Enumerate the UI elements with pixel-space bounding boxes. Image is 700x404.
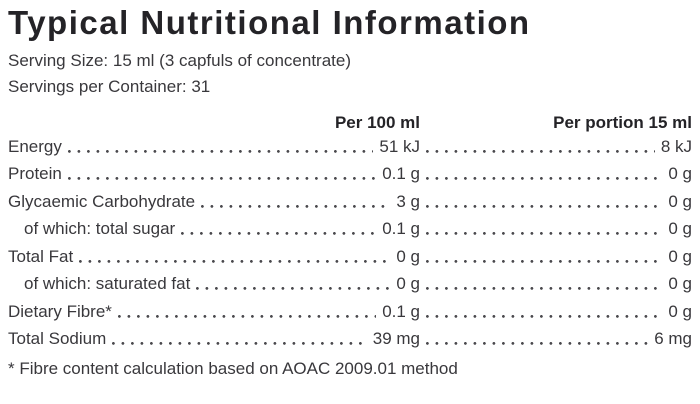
table-row: Energy 51 kJ 8 kJ	[8, 133, 692, 161]
row-right-segment: 0 g	[420, 274, 692, 294]
dot-leader	[79, 259, 391, 263]
row-value-per-100ml: 0 g	[396, 274, 420, 293]
row-value-per-portion: 0 g	[668, 164, 692, 183]
row-value-per-portion: 0 g	[668, 274, 692, 293]
row-value-per-100ml: 0.1 g	[382, 219, 420, 238]
row-value-per-100ml: 0.1 g	[382, 164, 420, 183]
row-value-per-portion: 8 kJ	[660, 136, 692, 156]
row-left-segment: Glycaemic Carbohydrate 3 g	[8, 192, 420, 212]
row-right-segment: 8 kJ	[420, 137, 692, 157]
page-title: Typical Nutritional Information	[8, 4, 531, 41]
dot-leader	[117, 314, 377, 318]
dot-leader	[426, 287, 663, 290]
row-value-per-portion: 0 g	[668, 246, 692, 266]
dot-leader	[426, 204, 663, 208]
table-row: of which: total sugar 0.1 g 0 g	[8, 216, 692, 244]
row-left-segment: Total Fat 0 g	[8, 247, 420, 267]
dot-leader	[426, 342, 649, 345]
row-label: Protein	[8, 164, 62, 183]
dot-leader	[426, 314, 663, 318]
row-right-segment: 0 g	[420, 219, 692, 239]
row-label: Energy	[8, 136, 62, 156]
row-left-segment: of which: saturated fat 0 g	[8, 274, 420, 294]
serving-size-line: Serving Size: 15 ml (3 capfuls of concen…	[8, 51, 351, 70]
dot-leader	[67, 149, 374, 153]
column-header-per-portion-15ml: Per portion 15 ml	[553, 113, 692, 132]
dot-leader	[196, 287, 391, 290]
row-left-segment: Energy 51 kJ	[8, 137, 420, 157]
row-label: Total Fat	[8, 246, 74, 266]
row-label: Dietary Fibre*	[8, 301, 112, 321]
row-value-per-100ml: 51 kJ	[379, 136, 420, 156]
row-value-per-portion: 0 g	[668, 191, 692, 211]
table-row: Total Fat 0 g 0 g	[8, 243, 692, 271]
table-row: Total Sodium 39 mg 6 mg	[8, 326, 692, 354]
dot-leader	[426, 177, 663, 180]
row-label: of which: saturated fat	[24, 274, 191, 293]
row-right-segment: 6 mg	[420, 329, 692, 349]
row-left-segment: Total Sodium 39 mg	[8, 329, 420, 349]
row-right-segment: 0 g	[420, 192, 692, 212]
table-row: Glycaemic Carbohydrate 3 g 0 g	[8, 188, 692, 216]
row-label: Glycaemic Carbohydrate	[8, 191, 196, 211]
row-value-per-100ml: 3 g	[396, 191, 420, 211]
table-row: Protein 0.1 g 0 g	[8, 161, 692, 189]
row-value-per-portion: 6 mg	[654, 329, 692, 348]
column-header-per-100ml: Per 100 ml	[334, 113, 420, 132]
row-left-segment: of which: total sugar 0.1 g	[8, 219, 420, 239]
table-header-row: Per 100 ml Per portion 15 ml	[8, 107, 692, 133]
row-value-per-portion: 0 g	[668, 219, 692, 238]
row-left-segment: Protein 0.1 g	[8, 164, 420, 184]
dot-leader	[181, 232, 377, 235]
row-value-per-100ml: 0.1 g	[382, 301, 420, 321]
row-value-per-100ml: 0 g	[396, 246, 420, 266]
row-value-per-portion: 0 g	[668, 301, 692, 321]
dot-leader	[201, 204, 391, 208]
dot-leader	[426, 149, 655, 153]
row-left-segment: Dietary Fibre* 0.1 g	[8, 302, 420, 322]
row-label: Total Sodium	[8, 329, 107, 348]
dot-leader	[426, 259, 663, 263]
row-right-segment: 0 g	[420, 302, 692, 322]
dot-leader	[67, 177, 377, 180]
dot-leader	[426, 232, 663, 235]
row-value-per-100ml: 39 mg	[372, 329, 420, 348]
table-row: Dietary Fibre* 0.1 g 0 g	[8, 298, 692, 326]
row-right-segment: 0 g	[420, 164, 692, 184]
row-label: of which: total sugar	[24, 219, 176, 238]
fibre-footnote: * Fibre content calculation based on AOA…	[8, 359, 458, 378]
dot-leader	[112, 342, 367, 345]
servings-per-container-line: Servings per Container: 31	[8, 77, 211, 96]
table-row: of which: saturated fat 0 g 0 g	[8, 271, 692, 299]
row-right-segment: 0 g	[420, 247, 692, 267]
